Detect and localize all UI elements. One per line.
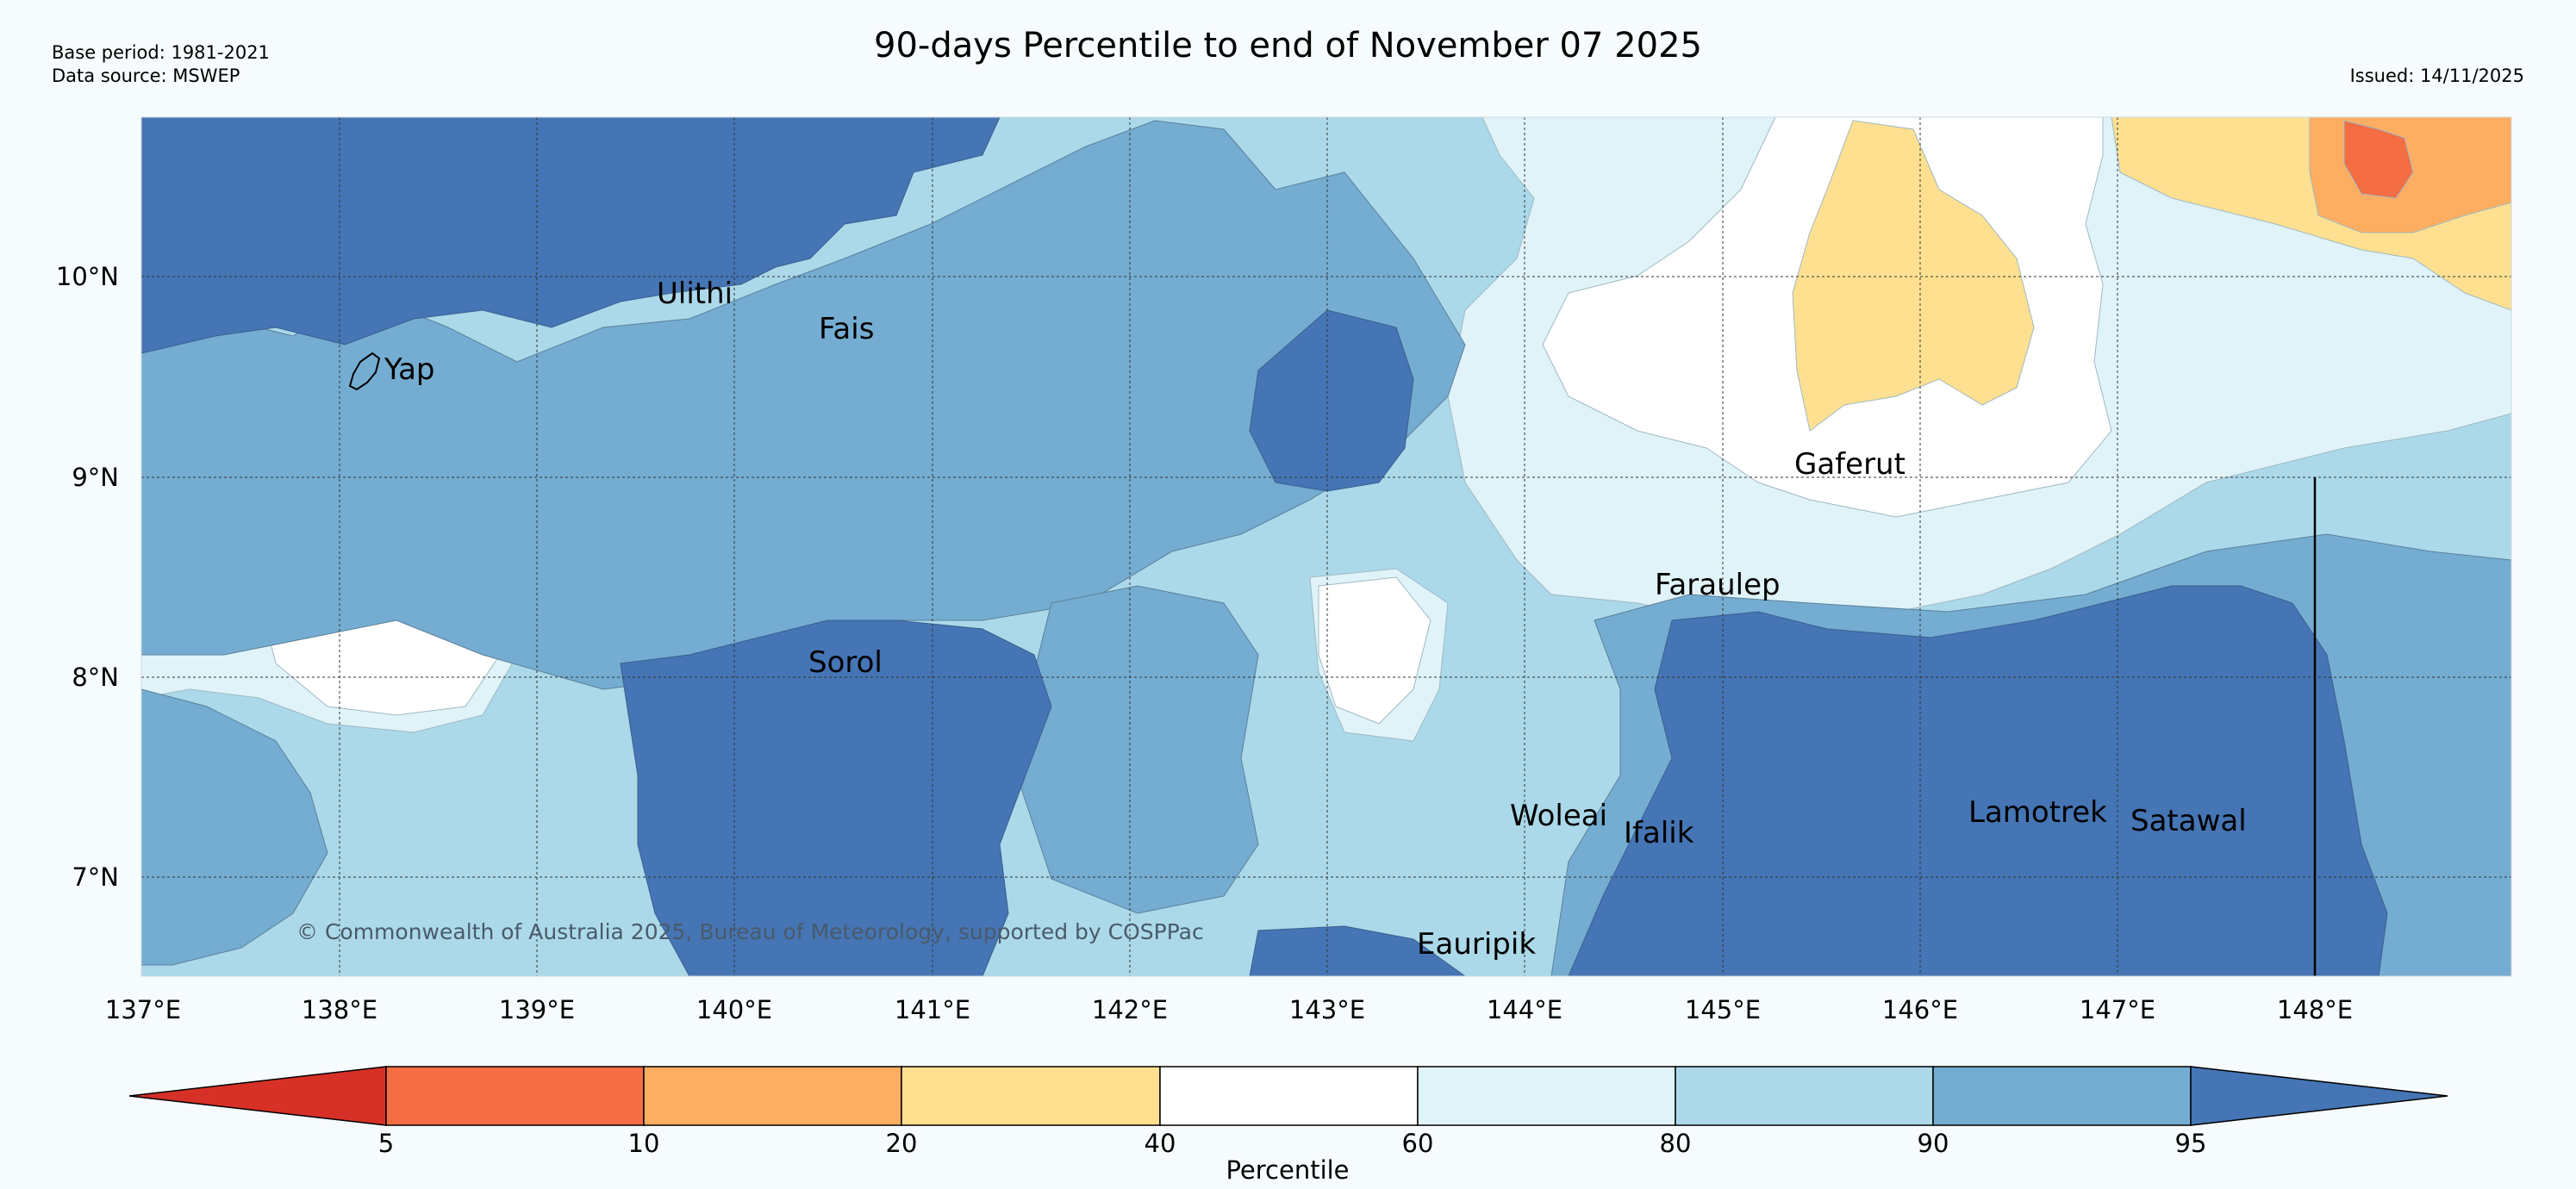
lon-tick: 139°E <box>499 995 575 1024</box>
colorbar-label: Percentile <box>1226 1155 1349 1185</box>
lat-tick: 9°N <box>72 463 119 492</box>
lon-tick: 137°E <box>105 995 181 1024</box>
colorbar-segment <box>1159 1066 1419 1126</box>
data-source-label: Data source: MSWEP <box>52 65 240 86</box>
issued-date-label: Issued: 14/11/2025 <box>2349 65 2524 86</box>
lon-tick: 144°E <box>1487 995 1562 1024</box>
longitude-ticks: 137°E 138°E 139°E 140°E 141°E 142°E 143°… <box>105 995 2353 1024</box>
base-period-label: Base period: 1981-2021 <box>52 42 270 63</box>
field-above-95 <box>1249 309 1414 492</box>
field-90-95 <box>1016 585 1259 914</box>
colorbar-segment <box>128 1066 387 1126</box>
colorbar-tick: 10 <box>628 1129 660 1158</box>
percentile-field <box>141 117 2511 976</box>
lon-tick: 140°E <box>696 995 772 1024</box>
place-label-sorol: Sorol <box>808 645 883 680</box>
field-above-95 <box>1249 925 1466 976</box>
place-label-satawal: Satawal <box>2130 804 2247 838</box>
yap-island-outline <box>348 352 381 391</box>
place-label-gaferut: Gaferut <box>1794 447 1905 482</box>
latitude-ticks: 10°N 9°N 8°N 7°N <box>56 262 119 892</box>
place-label-woleai: Woleai <box>1510 799 1607 833</box>
colorbar-segment <box>1417 1066 1676 1126</box>
place-label-faraulep: Faraulep <box>1655 568 1781 602</box>
field-5-10 <box>2343 120 2414 199</box>
field-90-95 <box>141 120 1466 690</box>
lon-tick: 142°E <box>1092 995 1168 1024</box>
place-label-lamotrek: Lamotrek <box>1968 795 2107 830</box>
lon-tick: 141°E <box>895 995 970 1024</box>
map-gridlines <box>141 117 2511 976</box>
lon-tick: 143°E <box>1289 995 1365 1024</box>
lat-tick: 10°N <box>56 262 119 291</box>
colorbar-tick: 90 <box>1918 1129 1949 1158</box>
field-90-95 <box>141 688 328 966</box>
colorbar-tick: 40 <box>1145 1129 1176 1158</box>
place-label-eauripik: Eauripik <box>1417 927 1536 962</box>
colorbar-segment <box>385 1066 645 1126</box>
lon-tick: 147°E <box>2080 995 2155 1024</box>
lon-tick: 146°E <box>1882 995 1958 1024</box>
lat-tick: 8°N <box>72 663 119 692</box>
lat-tick: 7°N <box>72 862 119 892</box>
colorbar-tick: 20 <box>886 1129 918 1158</box>
map-frame <box>140 116 2512 977</box>
field-above-95 <box>620 619 1052 976</box>
field-20-40 <box>1792 120 2035 432</box>
copyright-notice: © Commonwealth of Australia 2025, Bureau… <box>296 919 1204 944</box>
place-label-fais: Fais <box>819 312 874 346</box>
colorbar-tick: 5 <box>378 1129 394 1158</box>
place-label-yap: Yap <box>384 352 435 387</box>
colorbar-segment <box>643 1066 902 1126</box>
lon-tick: 138°E <box>302 995 377 1024</box>
colorbar-tick: 60 <box>1402 1129 1434 1158</box>
place-label-ulithi: Ulithi <box>657 277 733 311</box>
field-40-60 <box>1318 576 1431 725</box>
colorbar-tick: 95 <box>2175 1129 2207 1158</box>
field-above-95 <box>1568 585 2388 976</box>
map-title: 90-days Percentile to end of November 07… <box>874 26 1702 65</box>
colorbar-segment <box>2190 1066 2448 1126</box>
place-label-ifalik: Ifalik <box>1624 816 1694 850</box>
field-above-95 <box>141 117 1001 354</box>
colorbar-segment <box>901 1066 1161 1126</box>
lon-tick: 145°E <box>1685 995 1761 1024</box>
place-labels: Yap Ulithi Fais Gaferut Faraulep Sorol W… <box>384 277 2247 962</box>
colorbar: 5 10 20 40 60 80 90 95 Percentile <box>128 1066 2448 1185</box>
lon-tick: 148°E <box>2277 995 2353 1024</box>
colorbar-segment <box>1675 1066 1934 1126</box>
colorbar-tick: 80 <box>1660 1129 1692 1158</box>
colorbar-segment <box>1932 1066 2192 1126</box>
